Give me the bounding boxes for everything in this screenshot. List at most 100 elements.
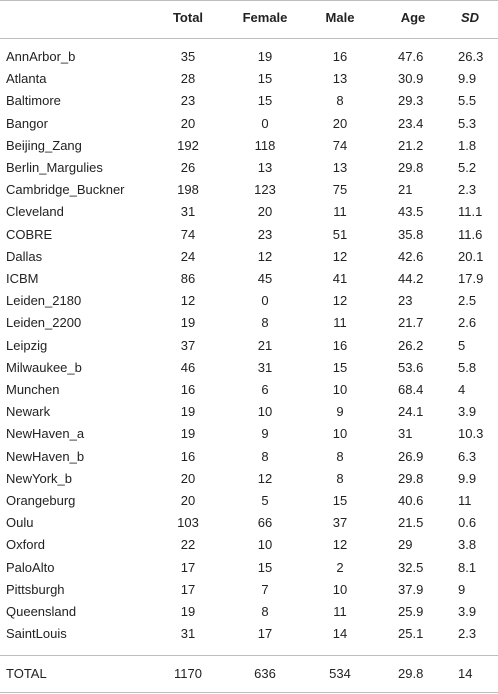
cell-value: 10 (332, 581, 348, 597)
cell-value: 8 (261, 604, 269, 619)
cell-value: 2 (336, 559, 344, 575)
cell-value: 19 (180, 404, 196, 420)
column-header: Male (325, 10, 355, 25)
cell-value: 16 (332, 49, 348, 64)
cell-value: 43.5 (398, 204, 424, 220)
cell-value: 12 (180, 293, 196, 309)
row-label: Bangor (6, 115, 48, 131)
cell-value: 40.6 (398, 493, 424, 508)
cell-value: 8 (261, 315, 269, 331)
cell-value: 53.6 (398, 359, 424, 375)
cell-value: 19 (257, 49, 273, 64)
cell-value: 5.2 (458, 160, 477, 175)
cell-value: 6.3 (458, 448, 477, 464)
total-value: 636 (254, 666, 276, 681)
cell-value: 21.7 (398, 315, 424, 331)
cell-value: 21.5 (398, 515, 424, 531)
cell-value: 31 (398, 426, 413, 442)
cell-value: 13 (332, 71, 348, 87)
cell-value: 19 (180, 315, 196, 331)
total-rule (0, 655, 498, 656)
cell-value: 20.1 (458, 248, 484, 264)
row-label: Berlin_Margulies (6, 160, 103, 175)
cell-value: 13 (332, 160, 348, 175)
row-label: Leiden_2200 (6, 315, 82, 331)
cell-value: 37.9 (398, 581, 424, 597)
cell-value: 8 (336, 93, 344, 109)
cell-value: 5 (261, 493, 269, 508)
cell-value: 26.3 (458, 49, 484, 64)
cell-value: 2.3 (458, 182, 477, 198)
cell-value: 17.9 (458, 271, 484, 286)
cell-value: 9 (458, 581, 466, 597)
row-label: Orangeburg (6, 493, 76, 508)
cell-value: 29.8 (398, 160, 424, 175)
total-value: 534 (329, 666, 351, 681)
cell-value: 22 (180, 537, 196, 553)
cell-value: 3.8 (458, 537, 477, 553)
cell-value: 10 (332, 426, 348, 442)
cell-value: 29.3 (398, 93, 424, 109)
cell-value: 0 (261, 293, 269, 309)
cell-value: 35 (180, 49, 196, 64)
cell-value: 0.6 (458, 515, 477, 531)
row-label: Oulu (6, 515, 34, 531)
cell-value: 16 (180, 382, 196, 397)
row-label: NewHaven_a (6, 426, 85, 442)
cell-value: 25.9 (398, 604, 424, 619)
cell-value: 5.3 (458, 115, 477, 131)
row-label: COBRE (6, 226, 53, 242)
column-header: Total (172, 10, 204, 25)
cell-value: 32.5 (398, 559, 424, 575)
cell-value: 4 (458, 382, 466, 397)
cell-value: 75 (332, 182, 348, 198)
cell-value: 17 (257, 626, 273, 642)
cell-value: 5.5 (458, 93, 477, 109)
row-label: Beijing_Zang (6, 137, 82, 153)
cell-value: 29.8 (398, 470, 424, 486)
cell-value: 10.3 (458, 426, 484, 442)
row-label: Baltimore (6, 93, 61, 109)
row-label: Milwaukee_b (6, 359, 82, 375)
cell-value: 28 (180, 71, 196, 87)
row-label: ICBM (6, 271, 39, 286)
row-label: PaloAlto (6, 559, 55, 575)
cell-value: 14 (332, 626, 348, 642)
cell-value: 12 (332, 248, 348, 264)
cell-value: 2.3 (458, 626, 477, 642)
row-label: Leiden_2180 (6, 293, 82, 309)
cell-value: 19 (180, 604, 196, 619)
header-rule (0, 38, 498, 39)
cell-value: 42.6 (398, 248, 424, 264)
cell-value: 11.6 (458, 226, 483, 242)
cell-value: 17 (180, 581, 196, 597)
cell-value: 66 (257, 515, 273, 531)
row-label: AnnArbor_b (6, 49, 76, 64)
cell-value: 8 (261, 448, 269, 464)
cell-value: 35.8 (398, 226, 424, 242)
cell-value: 1.8 (458, 137, 477, 153)
cell-value: 11 (333, 315, 347, 331)
cell-value: 21 (257, 337, 273, 353)
cell-value: 31 (257, 359, 273, 375)
cell-value: 23 (257, 226, 273, 242)
cell-value: 23.4 (398, 115, 424, 131)
cell-value: 2.5 (458, 293, 477, 309)
cell-value: 9 (261, 426, 269, 442)
total-value: 29.8 (398, 666, 424, 681)
cell-value: 31 (180, 204, 196, 220)
cell-value: 11 (333, 604, 347, 619)
cell-value: 118 (254, 137, 276, 153)
cell-value: 20 (180, 470, 196, 486)
cell-value: 20 (257, 204, 273, 220)
cell-value: 12 (257, 248, 273, 264)
cell-value: 9.9 (458, 470, 477, 486)
cell-value: 45 (257, 271, 273, 286)
row-label: Pittsburgh (6, 581, 65, 597)
cell-value: 198 (177, 182, 199, 198)
cell-value: 5.8 (458, 359, 477, 375)
cell-value: 8 (336, 448, 344, 464)
cell-value: 74 (180, 226, 196, 242)
cell-value: 3.9 (458, 404, 477, 420)
